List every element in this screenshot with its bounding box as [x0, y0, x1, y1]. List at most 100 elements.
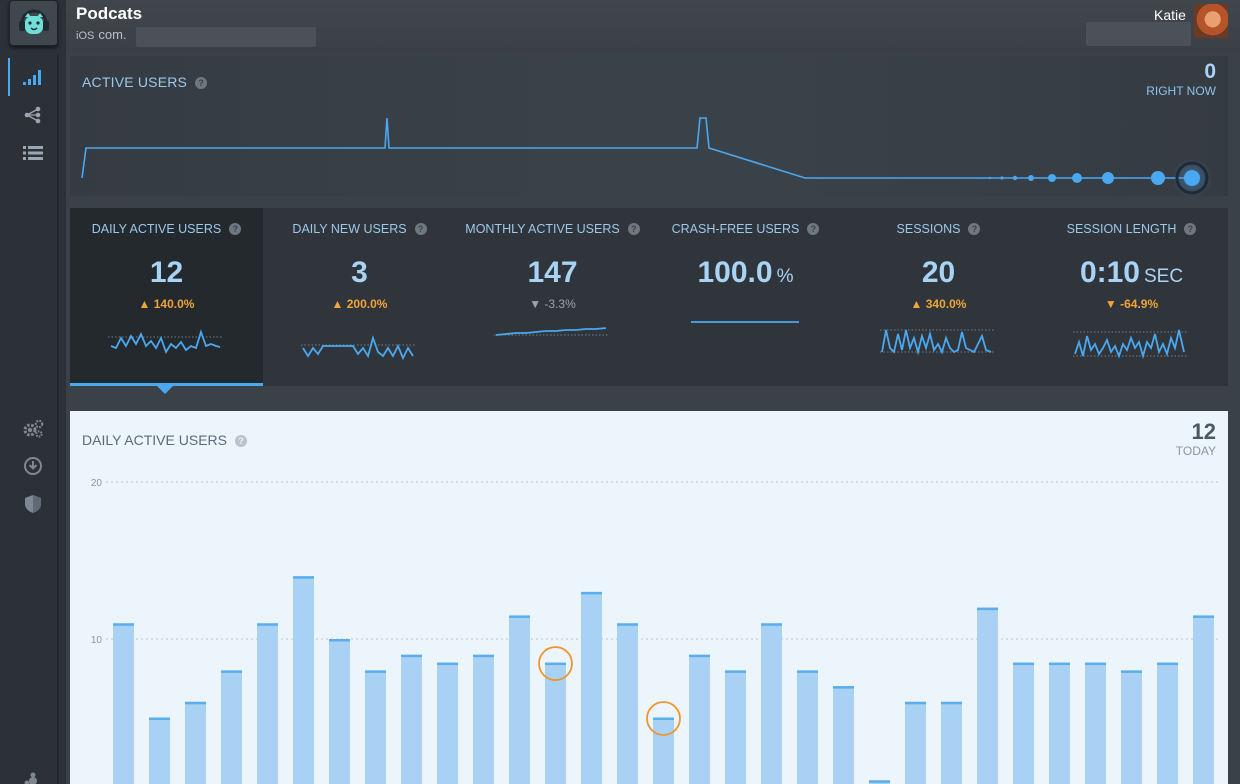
bar[interactable]: [941, 701, 962, 784]
bar-top: [221, 670, 242, 673]
bar[interactable]: [473, 654, 494, 784]
chart-title: DAILY ACTIVE USERS?: [82, 432, 247, 448]
bar[interactable]: [761, 623, 782, 784]
bar[interactable]: [221, 670, 242, 784]
metric-label-text: DAILY ACTIVE USERS: [91, 222, 222, 236]
bar[interactable]: [1193, 615, 1214, 784]
up-triangle-icon: ▲: [331, 297, 347, 311]
nav-settings[interactable]: [0, 410, 66, 448]
help-icon[interactable]: ?: [229, 223, 242, 235]
bar-top: [833, 686, 854, 689]
today-value: 12: [1191, 419, 1216, 444]
bar[interactable]: [653, 717, 674, 784]
bar-top: [869, 780, 890, 783]
today-label: TODAY: [1175, 444, 1216, 458]
bar-top: [509, 615, 530, 618]
puzzle-icon: [24, 772, 37, 784]
metric-change: ▲ 140.0%: [70, 297, 263, 311]
app-header: Podcats iOS com. Katie: [66, 0, 1240, 52]
bar[interactable]: [617, 623, 638, 784]
active-users-dots: [988, 171, 1165, 185]
metric-label-text: CRASH-FREE USERS: [671, 222, 800, 236]
bar[interactable]: [1121, 670, 1142, 784]
bar[interactable]: [797, 670, 818, 784]
bar-top: [473, 654, 494, 658]
active-users-panel: ACTIVE USERS? 0 RIGHT NOW: [70, 56, 1228, 196]
sparkline: [880, 329, 995, 356]
podcats-logo-icon: [18, 9, 49, 34]
user-avatar[interactable]: [1194, 4, 1228, 38]
bar[interactable]: [329, 639, 350, 784]
metric-session-length[interactable]: SESSION LENGTH? 0:10 SEC ▼ -64.9%: [1035, 208, 1228, 386]
bar[interactable]: [149, 717, 170, 784]
up-triangle-icon: ▲: [910, 297, 926, 311]
nav-share[interactable]: [0, 96, 66, 134]
sidebar-divider: [57, 54, 59, 784]
sparkline: [691, 321, 799, 323]
bar-top: [905, 701, 926, 705]
app-bundle: iOS com.: [76, 27, 127, 42]
bar[interactable]: [977, 607, 998, 784]
bar[interactable]: [1049, 662, 1070, 784]
bar[interactable]: [905, 701, 926, 784]
bar[interactable]: [293, 576, 314, 784]
bar-top: [437, 662, 458, 666]
metric-daily-active-users[interactable]: DAILY ACTIVE USERS? 12 ▲ 140.0%: [70, 208, 263, 386]
bar[interactable]: [437, 662, 458, 784]
nav-security[interactable]: [0, 485, 66, 523]
sparkline: [1073, 329, 1188, 360]
bar[interactable]: [509, 615, 530, 784]
bar-top: [1193, 615, 1214, 618]
help-icon[interactable]: ?: [195, 77, 208, 89]
metric-monthly-active-users[interactable]: MONTHLY ACTIVE USERS? 147 ▼ -3.3%: [456, 208, 649, 386]
metric-change: ▼ -64.9%: [1035, 297, 1228, 311]
y-tick-label: 10: [91, 635, 103, 646]
metric-value-number: 0:10: [1079, 256, 1140, 289]
bar[interactable]: [1157, 662, 1178, 784]
metric-label: MONTHLY ACTIVE USERS?: [456, 222, 649, 236]
platform-label: iOS: [76, 30, 95, 42]
help-icon[interactable]: ?: [1184, 223, 1197, 235]
bar[interactable]: [365, 670, 386, 784]
help-icon[interactable]: ?: [968, 223, 981, 235]
bar[interactable]: [401, 654, 422, 784]
bar[interactable]: [1085, 662, 1106, 784]
metric-label-text: MONTHLY ACTIVE USERS: [465, 222, 620, 236]
bar[interactable]: [725, 670, 746, 784]
redacted-bundle-id: [136, 27, 316, 47]
help-icon[interactable]: ?: [414, 223, 427, 235]
nav-list[interactable]: [0, 134, 66, 172]
metric-label: SESSION LENGTH?: [1035, 222, 1228, 236]
selected-metric-caret: [157, 386, 173, 394]
bar-top: [689, 654, 710, 658]
bar[interactable]: [185, 701, 206, 784]
bar-top: [149, 717, 170, 720]
help-icon[interactable]: ?: [627, 223, 640, 235]
bar-top: [653, 717, 674, 720]
bar[interactable]: [689, 654, 710, 784]
metric-label-text: DAILY NEW USERS: [292, 222, 407, 236]
active-users-line: [81, 117, 1192, 179]
user-name[interactable]: Katie: [1154, 7, 1186, 23]
metric-crash-free-users[interactable]: CRASH-FREE USERS? 100.0%: [649, 208, 842, 386]
metrics-row: DAILY ACTIVE USERS? 12 ▲ 140.0% DAILY NE…: [70, 208, 1228, 386]
nav-plugins[interactable]: [0, 762, 66, 784]
bar[interactable]: [257, 623, 278, 784]
bar-top: [725, 670, 746, 673]
app-logo[interactable]: [9, 0, 58, 46]
metric-change: ▲ 200.0%: [263, 297, 456, 311]
bar[interactable]: [581, 591, 602, 784]
metric-daily-new-users[interactable]: DAILY NEW USERS? 3 ▲ 200.0%: [263, 208, 456, 386]
metric-label: CRASH-FREE USERS?: [649, 222, 842, 236]
bar[interactable]: [1013, 662, 1034, 784]
bar[interactable]: [113, 623, 134, 784]
help-icon[interactable]: ?: [234, 435, 247, 447]
bar[interactable]: [833, 686, 854, 784]
up-triangle-icon: ▲: [138, 297, 154, 311]
nav-analytics[interactable]: [0, 58, 66, 96]
metric-sessions[interactable]: SESSIONS? 20 ▲ 340.0%: [842, 208, 1035, 386]
bar[interactable]: [545, 662, 566, 784]
help-icon[interactable]: ?: [807, 223, 820, 235]
nav-download[interactable]: [0, 447, 66, 485]
